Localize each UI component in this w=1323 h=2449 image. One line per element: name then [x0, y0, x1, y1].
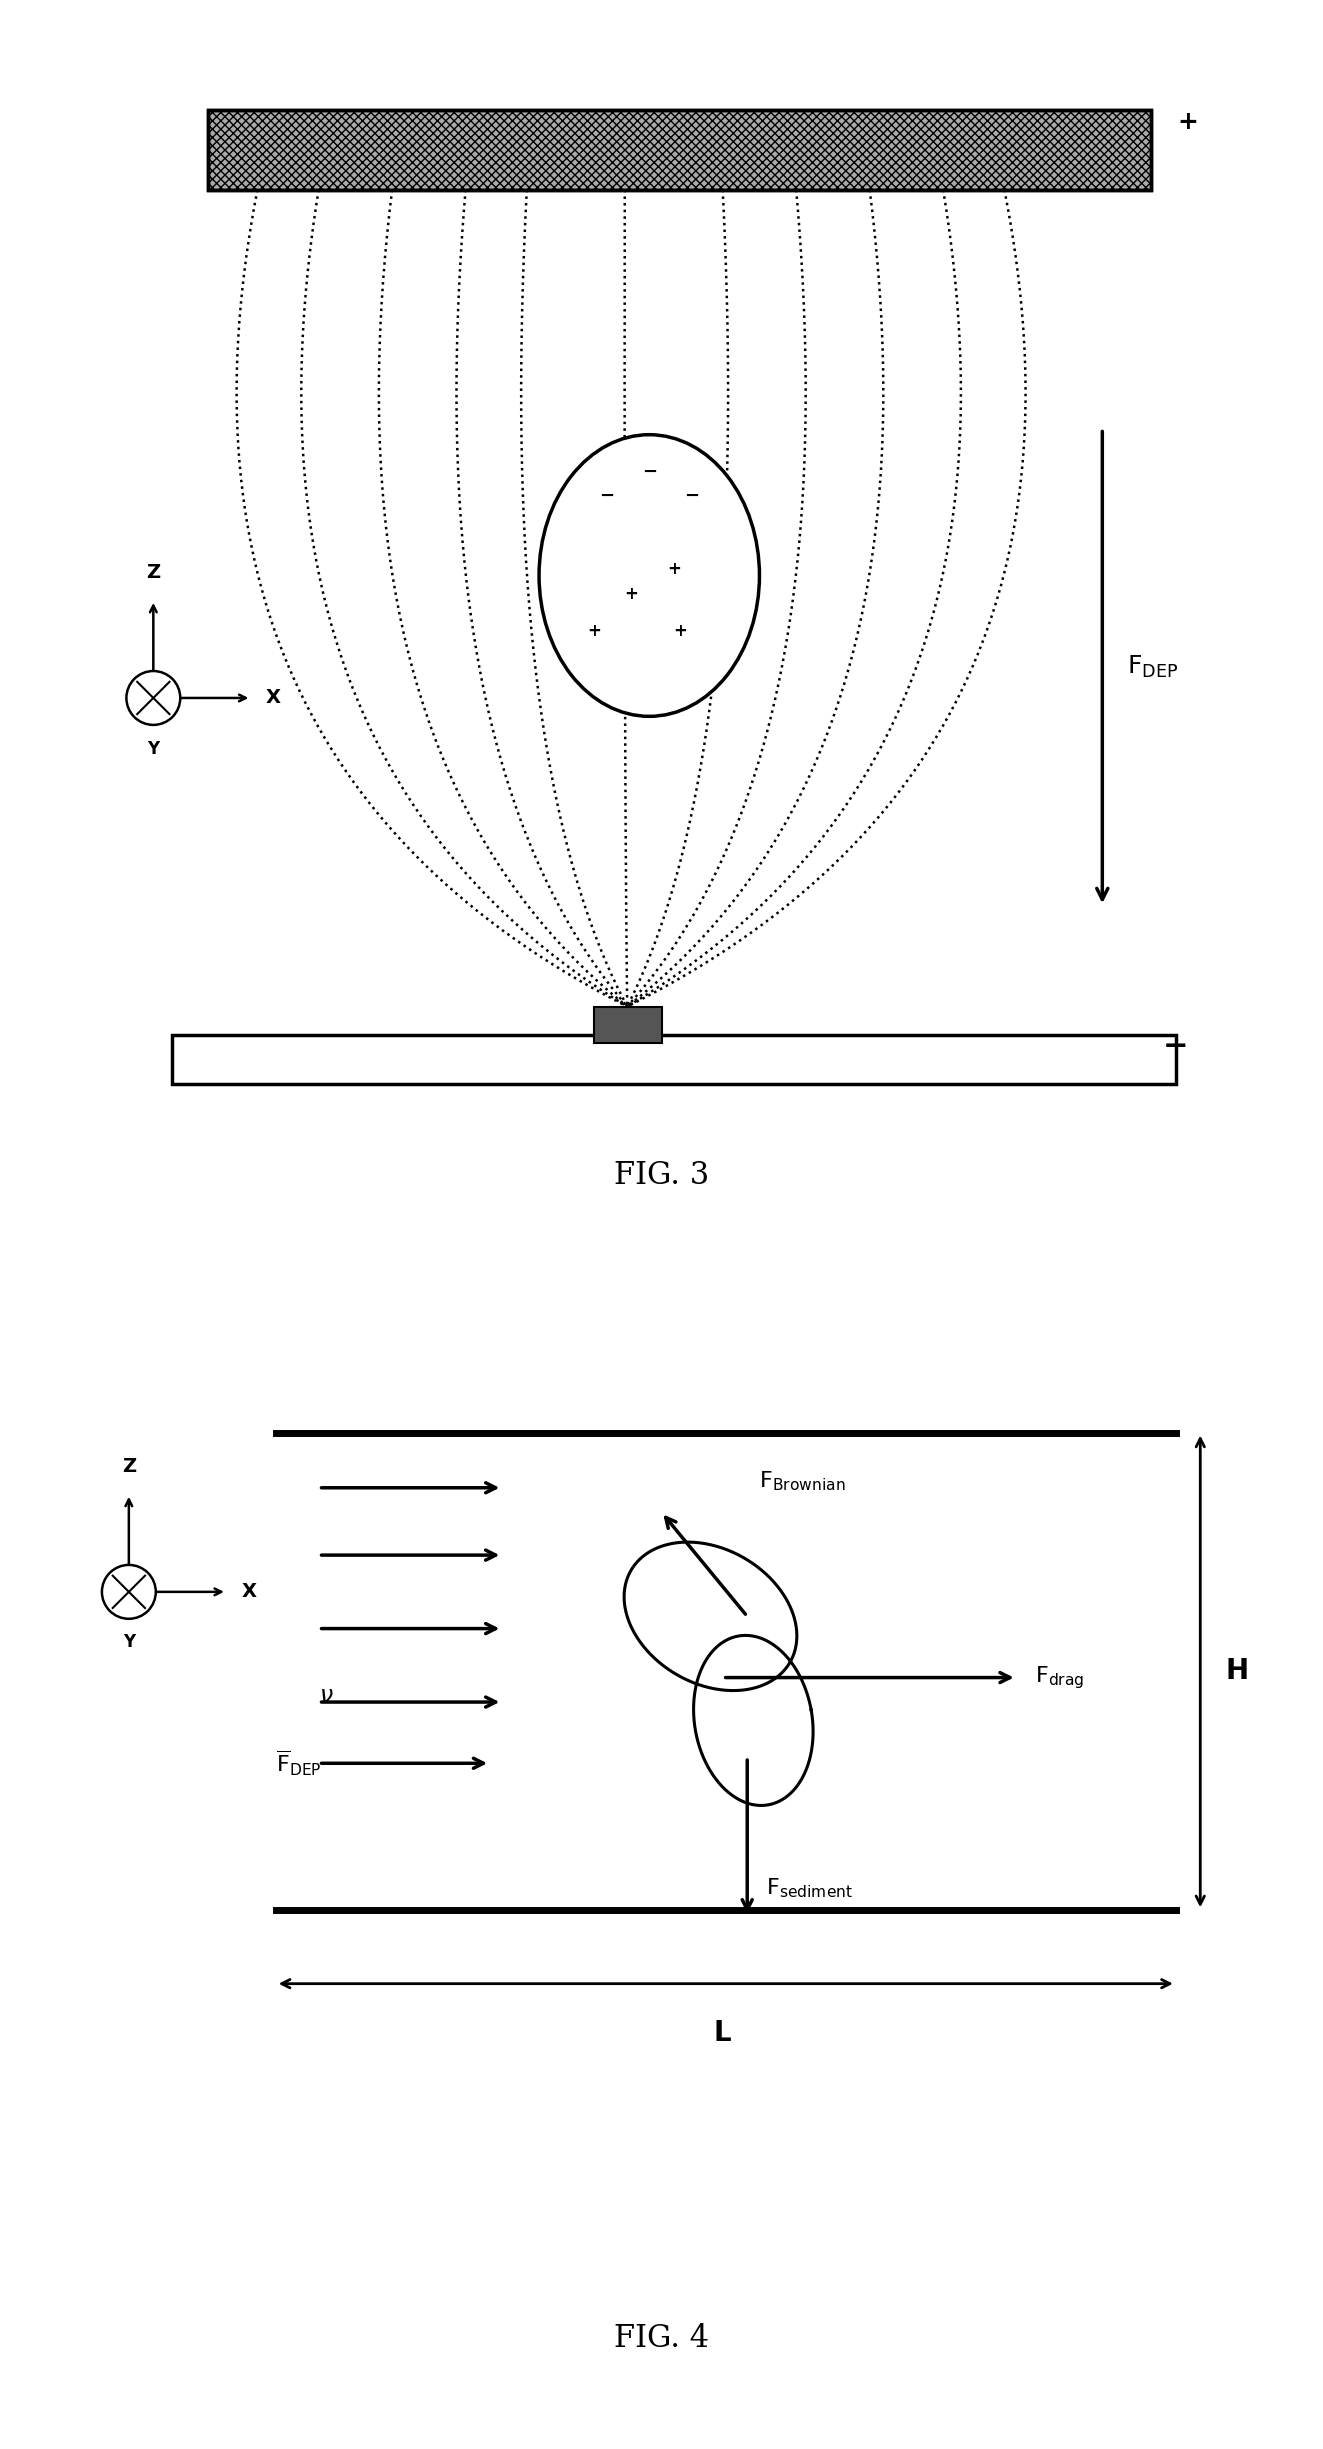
Text: −: −: [684, 487, 700, 504]
Text: +: +: [667, 561, 680, 578]
Text: X: X: [242, 1582, 257, 1602]
Text: L: L: [714, 2018, 732, 2047]
Text: +: +: [587, 622, 601, 639]
Text: $\overline{\mathrm{F}}_{\mathrm{DEP}}$: $\overline{\mathrm{F}}_{\mathrm{DEP}}$: [275, 1749, 321, 1778]
Text: −: −: [642, 463, 656, 480]
Text: $\mathrm{F}_{\mathrm{DEP}}$: $\mathrm{F}_{\mathrm{DEP}}$: [1127, 654, 1177, 681]
Text: +: +: [624, 585, 638, 602]
Bar: [209, 110, 1151, 191]
Text: Y: Y: [123, 1633, 135, 1651]
Text: −: −: [599, 487, 614, 504]
Text: $\nu$: $\nu$: [319, 1685, 333, 1707]
Text: −: −: [1163, 1033, 1188, 1060]
Text: Z: Z: [122, 1457, 136, 1474]
Text: X: X: [266, 688, 280, 708]
Text: +: +: [1177, 110, 1199, 135]
Bar: [594, 1007, 662, 1043]
Text: Y: Y: [147, 740, 159, 757]
Text: $\mathrm{F}_{\mathrm{Brownian}}$: $\mathrm{F}_{\mathrm{Brownian}}$: [759, 1469, 847, 1494]
Bar: [209, 110, 1151, 191]
Ellipse shape: [538, 433, 759, 715]
Text: $\mathrm{F}_{\mathrm{sediment}}$: $\mathrm{F}_{\mathrm{sediment}}$: [766, 1876, 853, 1900]
Circle shape: [102, 1565, 156, 1619]
Circle shape: [127, 671, 180, 725]
Text: Z: Z: [147, 563, 160, 580]
Text: H: H: [1225, 1658, 1249, 1685]
Text: $\mathrm{F}_{\mathrm{drag}}$: $\mathrm{F}_{\mathrm{drag}}$: [1035, 1665, 1085, 1690]
Text: FIG. 4: FIG. 4: [614, 2324, 709, 2353]
Text: +: +: [673, 622, 687, 639]
Text: FIG. 3: FIG. 3: [614, 1161, 709, 1190]
Bar: [172, 1033, 1176, 1082]
